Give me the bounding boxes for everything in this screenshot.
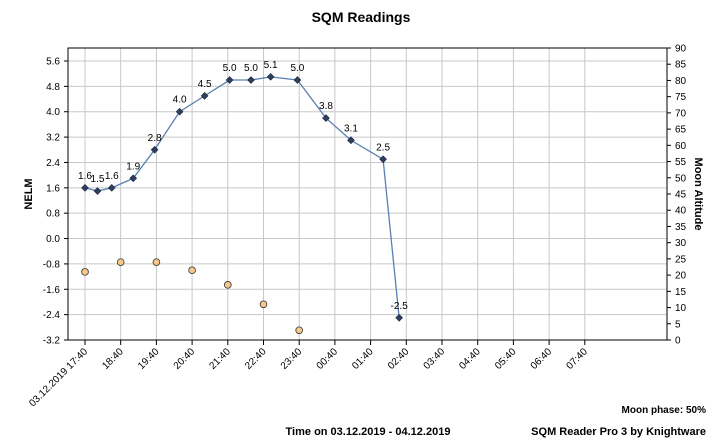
nelm-point bbox=[150, 145, 159, 154]
y2-tick-label: 65 bbox=[675, 125, 687, 136]
nelm-data-label: 3.1 bbox=[344, 123, 358, 134]
moon-altitude-point bbox=[116, 258, 125, 266]
chart-title: SQM Readings bbox=[312, 9, 411, 25]
nelm-point bbox=[81, 183, 89, 192]
moon-altitude-point bbox=[188, 266, 196, 275]
nelm-data-label: 2.5 bbox=[376, 142, 390, 153]
nelm-point bbox=[225, 76, 234, 84]
moon-altitude-point bbox=[81, 268, 89, 276]
y2-tick-label: 60 bbox=[675, 141, 687, 152]
nelm-point bbox=[247, 76, 255, 84]
x-tick-label: 19:40 bbox=[136, 346, 162, 372]
x-tick-label: 23:40 bbox=[279, 346, 305, 372]
y2-axis-label: Moon Altitude bbox=[692, 158, 704, 231]
x-tick-label: 06:40 bbox=[529, 346, 555, 372]
nelm-point bbox=[395, 313, 403, 322]
y2-tick-label: 45 bbox=[675, 190, 687, 201]
x-tick-label: 04:40 bbox=[457, 346, 483, 372]
moon-altitude-point bbox=[295, 326, 304, 335]
x-tick-label: 18:40 bbox=[100, 346, 126, 372]
nelm-point bbox=[107, 183, 116, 192]
x-tick-label: 07:40 bbox=[564, 346, 590, 372]
x-tick-label: 22:40 bbox=[243, 346, 269, 372]
nelm-data-label: 5.0 bbox=[290, 63, 304, 74]
y-tick-label: 0.8 bbox=[46, 209, 60, 220]
nelm-line bbox=[84, 76, 400, 318]
y2-tick-label: 15 bbox=[675, 287, 687, 298]
nelm-data-label: 1.9 bbox=[126, 161, 140, 172]
y-tick-label: 2.4 bbox=[46, 158, 60, 169]
left-axis-ticks: 5.6 4.8 4.0 3.2 2.4 1.6 0.8 0.0 -0.8 -1.6 -2.4 -3.2 bbox=[43, 57, 68, 347]
x-tick-label: 02:40 bbox=[386, 346, 412, 372]
credit-label: SQM Reader Pro 3 by Knightware bbox=[531, 426, 706, 438]
nelm-data-label: -2.5 bbox=[391, 301, 409, 312]
y2-tick-label: 80 bbox=[675, 76, 687, 87]
y-tick-label: 3.2 bbox=[46, 133, 60, 144]
plot-frame bbox=[67, 47, 668, 341]
nelm-data-label: 5.1 bbox=[264, 60, 278, 71]
y-tick-label: -1.6 bbox=[43, 285, 61, 296]
y2-tick-label: 30 bbox=[675, 238, 687, 249]
nelm-point bbox=[175, 107, 184, 116]
y-tick-label: -3.2 bbox=[43, 336, 61, 347]
x-tick-label: 05:40 bbox=[493, 346, 519, 372]
y-tick-label: 4.8 bbox=[46, 82, 60, 93]
nelm-point bbox=[200, 92, 209, 100]
y-tick-label: -0.8 bbox=[43, 259, 61, 270]
y2-tick-label: 90 bbox=[675, 44, 687, 55]
y2-tick-label: 55 bbox=[675, 157, 687, 168]
nelm-data-label: 1.6 bbox=[105, 171, 119, 182]
nelm-point bbox=[266, 73, 275, 81]
moon-altitude-point bbox=[259, 300, 268, 309]
nelm-point bbox=[322, 114, 330, 122]
grid bbox=[68, 48, 667, 341]
y-tick-label: -2.4 bbox=[43, 310, 61, 321]
x-tick-label: 21:40 bbox=[207, 346, 233, 372]
y2-tick-label: 75 bbox=[675, 92, 687, 103]
y2-tick-label: 10 bbox=[675, 303, 687, 314]
y-tick-label: 1.6 bbox=[46, 183, 60, 194]
y-axis-label: NELM bbox=[23, 178, 35, 209]
nelm-point bbox=[379, 155, 387, 164]
x-axis-ticks: 03.12.2019 17:40 18:40 19:40 20:40 21:40 22:4… bbox=[27, 340, 590, 409]
y-tick-label: 4.0 bbox=[46, 107, 60, 118]
y2-tick-label: 70 bbox=[675, 108, 687, 119]
nelm-data-label: 4.5 bbox=[198, 79, 212, 90]
x-tick-label: 03:40 bbox=[422, 346, 448, 372]
x-tick-label: 01:40 bbox=[350, 346, 376, 372]
nelm-data-label: 3.8 bbox=[319, 101, 333, 112]
nelm-data-label: 5.0 bbox=[244, 63, 258, 74]
moon-phase: Moon phase: 50% bbox=[622, 405, 707, 416]
nelm-data-label: 1.5 bbox=[91, 174, 105, 185]
y2-tick-label: 0 bbox=[675, 336, 681, 347]
moon-altitude-point bbox=[224, 281, 232, 289]
nelm-data-label: 1.6 bbox=[78, 171, 92, 182]
y2-tick-label: 40 bbox=[675, 206, 687, 217]
nelm-point bbox=[93, 187, 102, 195]
x-tick-label: 20:40 bbox=[172, 346, 198, 372]
nelm-point bbox=[129, 174, 138, 183]
nelm-data-label: 4.0 bbox=[173, 95, 187, 106]
nelm-point bbox=[293, 76, 302, 84]
y2-tick-label: 20 bbox=[675, 271, 687, 282]
moon-altitude-point bbox=[152, 258, 161, 266]
nelm-data-label: 2.8 bbox=[148, 133, 162, 144]
y2-tick-label: 35 bbox=[675, 222, 687, 233]
y-tick-label: 0.0 bbox=[46, 234, 60, 245]
y2-tick-label: 85 bbox=[675, 60, 687, 71]
y2-tick-label: 5 bbox=[675, 319, 681, 330]
y-tick-label: 5.6 bbox=[46, 57, 60, 68]
series: 1.61.5 1.6 1.9 2.8 4.0 4.5 5.0 5.0 5.1 5.0 3.8 3.1 2… bbox=[78, 60, 409, 335]
nelm-point bbox=[347, 136, 355, 145]
nelm-data-label: 5.0 bbox=[223, 63, 237, 74]
y2-tick-label: 25 bbox=[675, 254, 687, 265]
x-tick-label: 03.12.2019 17:40 bbox=[27, 346, 90, 409]
y2-tick-label: 50 bbox=[675, 173, 687, 184]
x-tick-label: 00:40 bbox=[315, 346, 341, 372]
time-range-label: Time on 03.12.2019 - 04.12.2019 bbox=[286, 426, 451, 438]
